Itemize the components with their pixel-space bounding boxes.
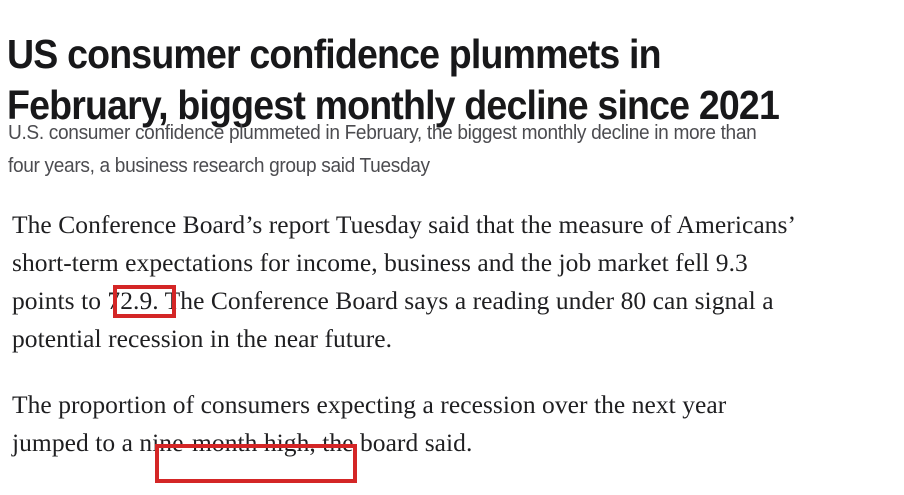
deck-line-1: U.S. consumer confidence plummeted in Fe… xyxy=(8,122,757,144)
page-title: US consumer confidence plummets in Febru… xyxy=(7,29,827,131)
deck-line-2: four years, a business research group sa… xyxy=(8,155,430,177)
paragraph-1-line-2: short-term expectations for income, busi… xyxy=(12,248,748,277)
paragraph-1-line-3: points to 72.9. The Conference Board say… xyxy=(12,286,774,315)
article-deck: U.S. consumer confidence plummeted in Fe… xyxy=(8,117,858,183)
headline-line-2: February, biggest monthly decline since … xyxy=(7,82,780,129)
article-paragraph-1: The Conference Board’s report Tuesday sa… xyxy=(12,206,900,358)
paragraph-2-line-2: jumped to a nine-month high, the board s… xyxy=(12,428,473,457)
paragraph-2-line-1: The proportion of consumers expecting a … xyxy=(12,390,727,419)
headline-line-1: US consumer confidence plummets in xyxy=(7,31,661,78)
paragraph-1-line-4: potential recession in the near future. xyxy=(12,324,393,353)
paragraph-1-line-1: The Conference Board’s report Tuesday sa… xyxy=(12,210,797,239)
article-paragraph-2: The proportion of consumers expecting a … xyxy=(12,386,900,462)
article-body: The Conference Board’s report Tuesday sa… xyxy=(12,206,900,462)
